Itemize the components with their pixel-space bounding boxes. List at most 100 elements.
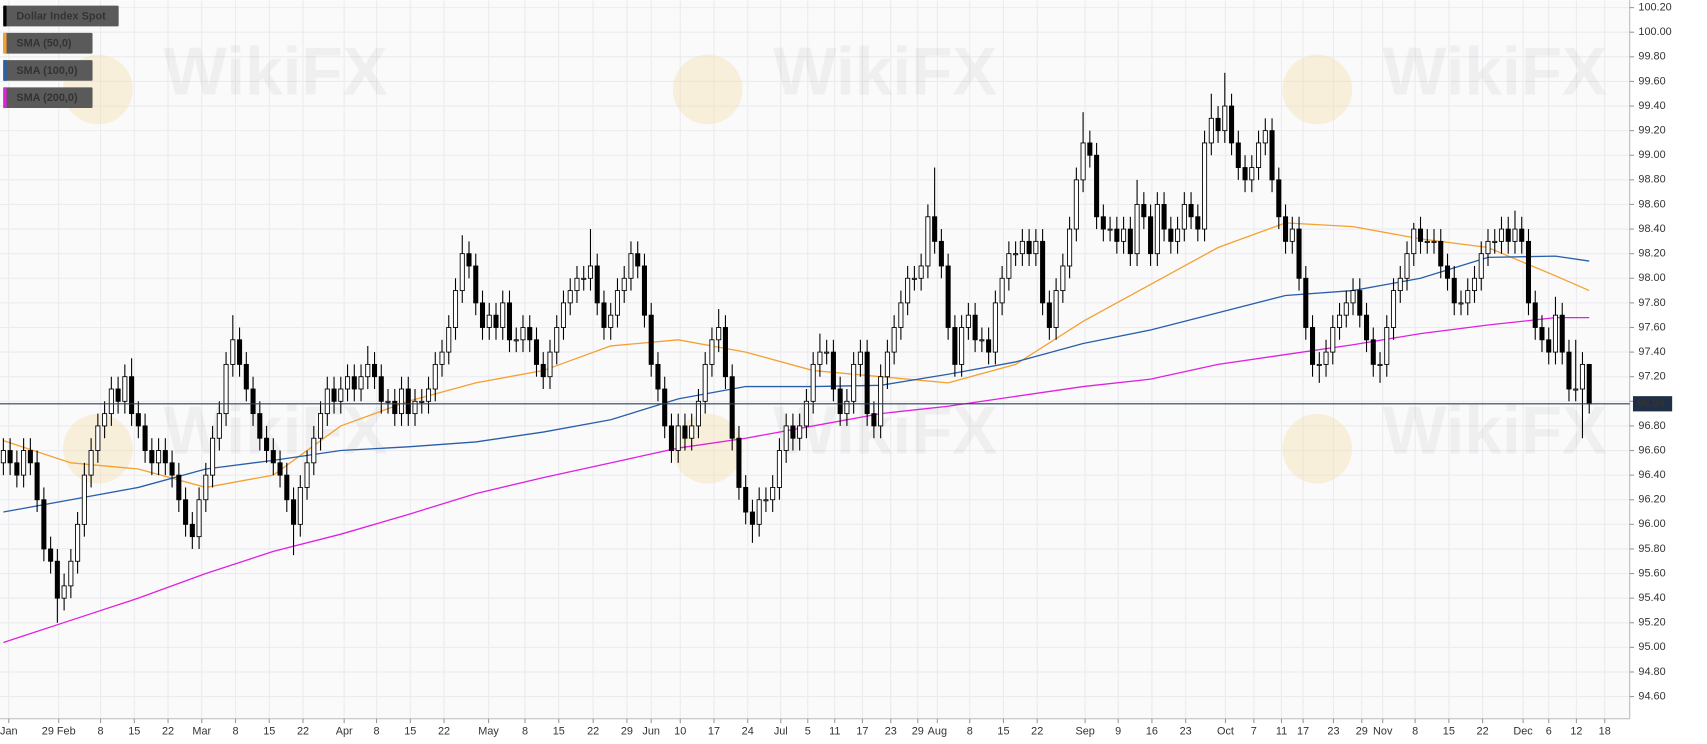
candle-body — [1262, 130, 1268, 144]
x-tick-label: 11 — [829, 726, 840, 738]
candle-body — [21, 450, 27, 476]
candle-body — [1161, 204, 1167, 230]
candle-body — [1249, 167, 1255, 181]
y-tick-label: 95.20 — [1638, 617, 1665, 629]
candle-body — [432, 363, 438, 390]
x-tick-label: 29 Feb — [42, 726, 76, 738]
x-tick-label: 9 — [1115, 726, 1121, 738]
x-tick-label: 17 — [856, 726, 868, 738]
candle-body — [1471, 277, 1478, 292]
y-tick-label: 95.80 — [1638, 543, 1665, 555]
x-tick-label: 22 — [162, 726, 174, 738]
candle-body — [500, 302, 506, 328]
candle-body — [614, 290, 620, 316]
candle-body — [1384, 327, 1390, 365]
candle-body — [918, 265, 924, 279]
legend-swatch — [3, 87, 7, 109]
candle-body — [88, 450, 94, 476]
x-tick-label: 22 — [438, 726, 450, 738]
candle-body — [972, 314, 978, 341]
legend-swatch — [3, 32, 7, 54]
candle-body — [1175, 228, 1181, 242]
candle-body — [783, 425, 789, 451]
x-tick-label: 8 — [374, 726, 380, 738]
candle-body — [797, 425, 803, 439]
candle-body — [264, 437, 270, 451]
candle-body — [162, 450, 168, 464]
legend-label: SMA (50,0) — [16, 38, 72, 50]
candle-body — [1573, 388, 1579, 391]
legend: Dollar Index Spot SMA (50,0) SMA (100,0) SM… — [3, 5, 119, 109]
candle-body — [513, 339, 519, 342]
candle-body — [567, 290, 573, 304]
candle-body — [230, 339, 236, 365]
candle-body — [398, 388, 405, 415]
x-tick-label: Oct — [1217, 726, 1234, 738]
y-tick-label: 98.80 — [1638, 174, 1665, 186]
candle-body — [1100, 216, 1106, 230]
candle-body — [574, 277, 580, 292]
candle-body — [1519, 228, 1525, 242]
candle-body — [905, 277, 911, 304]
x-tick-label: 15 — [263, 726, 275, 738]
candle-body — [1242, 167, 1248, 181]
candle-body — [345, 376, 351, 390]
candle-body — [284, 474, 290, 501]
y-tick-label: 99.00 — [1638, 149, 1665, 161]
candle-body — [493, 314, 499, 328]
candle-body — [554, 327, 560, 353]
candle-body — [1539, 327, 1545, 341]
candle-body — [1080, 142, 1086, 181]
candle-body — [466, 253, 472, 267]
candle-body — [297, 486, 303, 525]
candle-body — [135, 413, 141, 427]
y-tick-label: 96.40 — [1638, 469, 1665, 481]
candle-body — [641, 265, 647, 316]
candle-body — [1040, 240, 1046, 304]
candle-body — [1431, 240, 1437, 243]
candle-body — [1053, 290, 1059, 328]
candle-body — [365, 363, 371, 378]
candle-body — [601, 302, 607, 328]
candle-body — [473, 265, 479, 304]
candle-body — [7, 450, 13, 464]
candle-body — [459, 253, 465, 292]
candle-body — [1141, 204, 1147, 218]
candle-body — [27, 450, 33, 464]
candle-body — [210, 437, 216, 476]
x-tick-label: 22 — [1477, 726, 1489, 738]
x-tick-label: 22 — [1031, 726, 1043, 738]
candle-body — [1107, 228, 1113, 231]
candle-body — [68, 560, 74, 587]
candle-body — [1492, 240, 1498, 243]
candle-body — [1154, 204, 1160, 255]
y-tick-label: 94.60 — [1638, 690, 1665, 702]
legend-swatch — [3, 5, 7, 27]
candle-body — [817, 351, 823, 365]
candle-body — [635, 253, 641, 267]
candle-body — [547, 351, 553, 378]
x-tick-label: 5 — [805, 726, 811, 738]
candle-body — [1256, 142, 1262, 168]
candle-body — [1269, 130, 1275, 181]
x-tick-label: 11 — [1276, 726, 1287, 738]
y-tick-label: 98.60 — [1638, 198, 1665, 210]
candle-body — [608, 314, 614, 328]
candle-body — [14, 462, 20, 476]
candle-body — [1350, 290, 1356, 304]
candle-body — [1168, 228, 1174, 242]
candle-body — [702, 363, 708, 402]
x-tick-label: 15 — [404, 726, 416, 738]
candle-body — [122, 376, 128, 402]
x-tick-label: May — [478, 726, 499, 738]
candle-body — [986, 339, 992, 353]
candle-body — [884, 351, 890, 378]
y-tick-label: 100.00 — [1638, 26, 1671, 38]
candle-body — [61, 585, 67, 599]
candle-body — [250, 388, 256, 415]
candle-body — [695, 400, 701, 427]
candle-body — [992, 302, 998, 353]
candle-body — [844, 400, 850, 415]
candle-body — [587, 265, 594, 279]
candle-body — [851, 363, 857, 402]
